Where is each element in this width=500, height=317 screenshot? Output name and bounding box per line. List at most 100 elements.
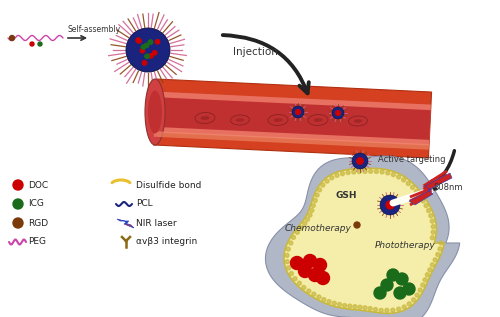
Circle shape [348,304,352,308]
Circle shape [421,283,425,287]
Circle shape [394,287,406,299]
Ellipse shape [200,116,209,120]
Circle shape [424,204,428,208]
Text: Injection: Injection [232,47,278,57]
Ellipse shape [195,113,215,124]
Text: DOC: DOC [28,180,48,190]
Circle shape [421,199,425,203]
Circle shape [402,305,406,309]
Circle shape [307,289,311,293]
Circle shape [327,300,331,304]
Circle shape [290,256,304,269]
Text: Chemotherapy: Chemotherapy [285,224,352,233]
Circle shape [332,107,344,119]
Circle shape [308,268,322,281]
Circle shape [318,188,322,192]
Circle shape [379,308,383,312]
Circle shape [387,269,399,281]
Circle shape [13,199,23,209]
Ellipse shape [308,114,328,126]
Circle shape [385,308,389,312]
Ellipse shape [126,28,170,72]
Circle shape [358,170,362,174]
Circle shape [310,208,314,212]
Circle shape [433,258,437,262]
Circle shape [396,273,408,285]
Circle shape [38,42,42,46]
Circle shape [145,54,149,58]
Circle shape [374,307,378,312]
Circle shape [289,241,293,245]
Circle shape [423,278,427,282]
Circle shape [148,54,153,58]
Circle shape [152,51,157,55]
Circle shape [292,106,304,118]
Circle shape [140,49,144,53]
Circle shape [396,175,400,179]
Circle shape [357,158,363,164]
Circle shape [412,298,416,302]
Circle shape [374,287,386,299]
Circle shape [430,236,434,240]
Text: GSH: GSH [335,191,356,200]
Circle shape [381,279,393,291]
Circle shape [386,171,390,175]
Circle shape [431,225,435,229]
Text: Self-assembly: Self-assembly [67,25,120,34]
Text: Phototherapy: Phototherapy [375,241,436,250]
Circle shape [304,255,316,268]
Polygon shape [154,131,429,150]
Polygon shape [154,92,431,146]
Circle shape [428,268,432,272]
Circle shape [426,209,430,213]
Circle shape [374,169,378,173]
Polygon shape [409,173,452,205]
Ellipse shape [274,118,282,122]
Circle shape [368,307,372,311]
Circle shape [13,180,23,190]
Circle shape [358,305,362,309]
Text: RGD: RGD [28,218,48,228]
Circle shape [363,169,367,173]
Text: PEG: PEG [28,237,46,247]
Circle shape [296,230,300,234]
Circle shape [322,298,326,301]
Circle shape [316,271,330,284]
Text: Active targeting: Active targeting [378,155,445,164]
Circle shape [313,198,317,203]
Text: Disulfide bond: Disulfide bond [136,180,202,190]
Circle shape [312,204,316,207]
Circle shape [431,230,435,234]
Circle shape [352,153,368,169]
Circle shape [354,222,360,228]
Circle shape [293,277,297,281]
FancyArrowPatch shape [426,151,454,189]
Ellipse shape [354,119,362,123]
Circle shape [426,273,430,277]
Text: 808nm: 808nm [433,184,462,192]
Circle shape [141,45,146,49]
Ellipse shape [148,91,162,133]
Circle shape [352,170,356,174]
Circle shape [314,258,326,271]
Circle shape [335,173,339,177]
Circle shape [286,247,290,251]
Ellipse shape [236,118,244,122]
Circle shape [317,295,321,299]
Polygon shape [154,79,432,158]
Circle shape [144,43,148,48]
Circle shape [286,266,290,270]
Circle shape [321,183,325,187]
Circle shape [346,171,350,175]
Circle shape [148,40,152,44]
Circle shape [302,286,306,289]
Circle shape [303,222,307,225]
Circle shape [368,169,372,173]
Circle shape [391,308,395,312]
Circle shape [402,178,406,182]
Ellipse shape [314,118,322,122]
Ellipse shape [268,114,288,126]
Circle shape [13,218,23,228]
Text: NIR laser: NIR laser [136,218,176,228]
Polygon shape [284,168,444,313]
